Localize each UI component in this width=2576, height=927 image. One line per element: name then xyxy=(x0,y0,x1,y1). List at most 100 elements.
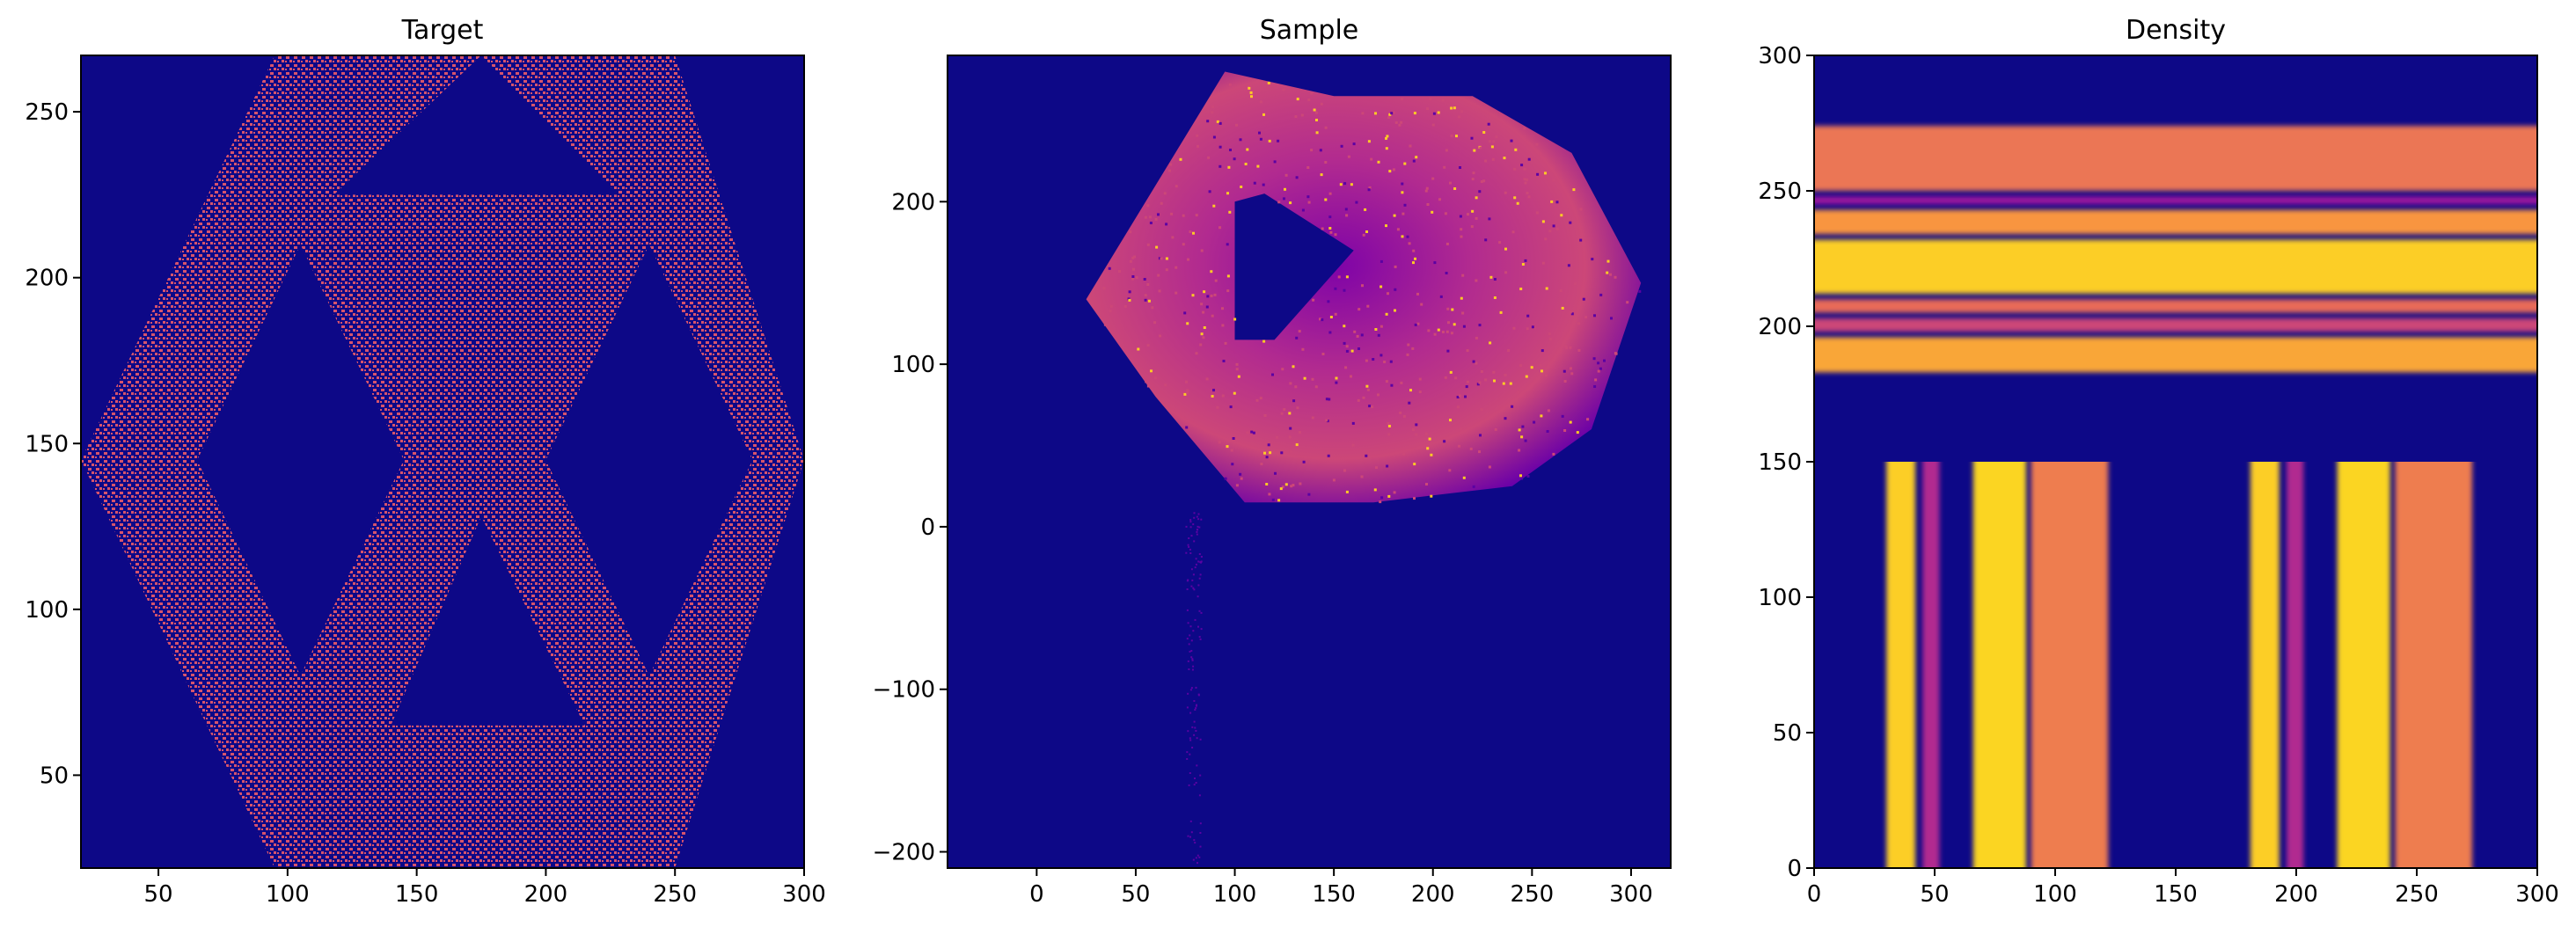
sample-point xyxy=(1552,179,1555,182)
sample-point xyxy=(1187,692,1189,695)
sample-point xyxy=(1189,519,1192,522)
sample-point xyxy=(1294,115,1298,119)
sample-point xyxy=(1229,405,1233,409)
sample-point xyxy=(1305,456,1308,459)
y-tick-label: 200 xyxy=(891,189,935,215)
sample-point xyxy=(1230,449,1233,452)
sample-point xyxy=(1385,312,1388,316)
sample-y-ticks: −200 −100 0 100 200 xyxy=(873,189,948,866)
y-tick-label: 150 xyxy=(25,431,69,457)
sample-point xyxy=(1412,249,1416,252)
sample-point xyxy=(1450,134,1453,137)
sample-point xyxy=(1187,544,1189,546)
sample-point xyxy=(1379,354,1383,357)
sample-point xyxy=(1403,162,1407,165)
sample-point xyxy=(1148,215,1152,219)
sample-point xyxy=(1576,220,1579,223)
sample-point xyxy=(1357,398,1360,402)
sample-point xyxy=(1511,405,1514,408)
sample-point xyxy=(1392,168,1395,172)
sample-point xyxy=(1132,267,1135,271)
y-tick-label: −200 xyxy=(873,840,935,866)
y-tick-label: 200 xyxy=(1758,314,1802,340)
sample-point xyxy=(1429,98,1432,101)
sample-point xyxy=(1324,126,1328,129)
y-tick-label: 100 xyxy=(891,352,935,378)
sample-point xyxy=(1259,100,1262,104)
density-vertical-band xyxy=(2287,462,2304,868)
sample-point xyxy=(1283,408,1286,412)
sample-point xyxy=(1540,369,1543,373)
sample-point xyxy=(1192,523,1195,526)
sample-point xyxy=(1248,86,1251,90)
sample-point xyxy=(1374,328,1378,331)
sample-point xyxy=(1327,300,1330,303)
sample-point xyxy=(1307,493,1311,496)
sample-point xyxy=(1536,172,1540,176)
sample-point xyxy=(1319,318,1321,321)
sample-point xyxy=(1196,515,1198,518)
sample-point xyxy=(1473,149,1476,152)
sample-point xyxy=(1577,348,1581,352)
sample-point xyxy=(1345,490,1349,493)
sample-point xyxy=(1550,200,1554,203)
sample-point xyxy=(1196,704,1197,706)
sample-point xyxy=(1189,548,1191,551)
sample-point xyxy=(1200,560,1203,563)
sample-point xyxy=(1205,377,1209,381)
sample-point xyxy=(1198,577,1201,580)
sample-point xyxy=(1606,259,1610,263)
sample-point xyxy=(1197,513,1200,515)
sample-point xyxy=(1385,224,1387,228)
sample-point xyxy=(1453,187,1457,190)
density-vertical-band xyxy=(2031,462,2109,868)
sample-point xyxy=(1345,275,1349,279)
x-tick-label: 250 xyxy=(1511,881,1555,908)
sample-point xyxy=(1283,197,1285,201)
sample-point xyxy=(1164,383,1167,387)
sample-point xyxy=(1195,686,1197,689)
sample-point xyxy=(1455,135,1458,138)
sample-point xyxy=(1526,192,1529,194)
sample-point xyxy=(1449,419,1452,422)
sample-point xyxy=(1394,309,1396,312)
sample-point xyxy=(1441,331,1445,333)
x-tick-label: 300 xyxy=(2515,881,2559,908)
sample-point xyxy=(1189,634,1191,637)
sample-point xyxy=(1480,408,1483,412)
sample-point xyxy=(1300,113,1304,117)
sample-point xyxy=(1375,466,1378,470)
sample-point xyxy=(1277,139,1280,142)
sample-point xyxy=(1158,289,1161,293)
sample-point xyxy=(1335,381,1338,384)
sample-point xyxy=(1367,188,1371,192)
sample-point xyxy=(1377,333,1380,337)
sample-point xyxy=(1492,140,1496,143)
sample-point xyxy=(1226,445,1229,449)
sample-point xyxy=(1171,236,1175,239)
sample-point xyxy=(1377,393,1379,397)
sample-point xyxy=(1351,421,1355,425)
sample-point xyxy=(1193,588,1196,591)
sample-point xyxy=(1606,271,1609,274)
sample-point xyxy=(1195,857,1197,859)
sample-point xyxy=(1218,226,1221,230)
sample-point xyxy=(1426,107,1429,110)
x-tick-label: 200 xyxy=(2274,881,2318,908)
sample-point xyxy=(1362,233,1365,237)
sample-point xyxy=(1260,463,1263,465)
sample-point xyxy=(1541,261,1545,265)
sample-point xyxy=(1470,225,1474,229)
sample-point xyxy=(1284,483,1288,486)
sample-point xyxy=(1182,243,1185,246)
y-tick-label: 300 xyxy=(1758,43,1802,69)
sample-point xyxy=(1451,308,1454,311)
sample-point xyxy=(1239,472,1242,476)
sample-point xyxy=(1524,439,1527,442)
sample-point xyxy=(1295,336,1299,339)
sample-point xyxy=(1195,214,1198,217)
sample-point xyxy=(1411,347,1415,350)
sample-point xyxy=(1401,182,1404,186)
sample-point xyxy=(1189,737,1191,740)
sample-point xyxy=(1412,261,1415,265)
